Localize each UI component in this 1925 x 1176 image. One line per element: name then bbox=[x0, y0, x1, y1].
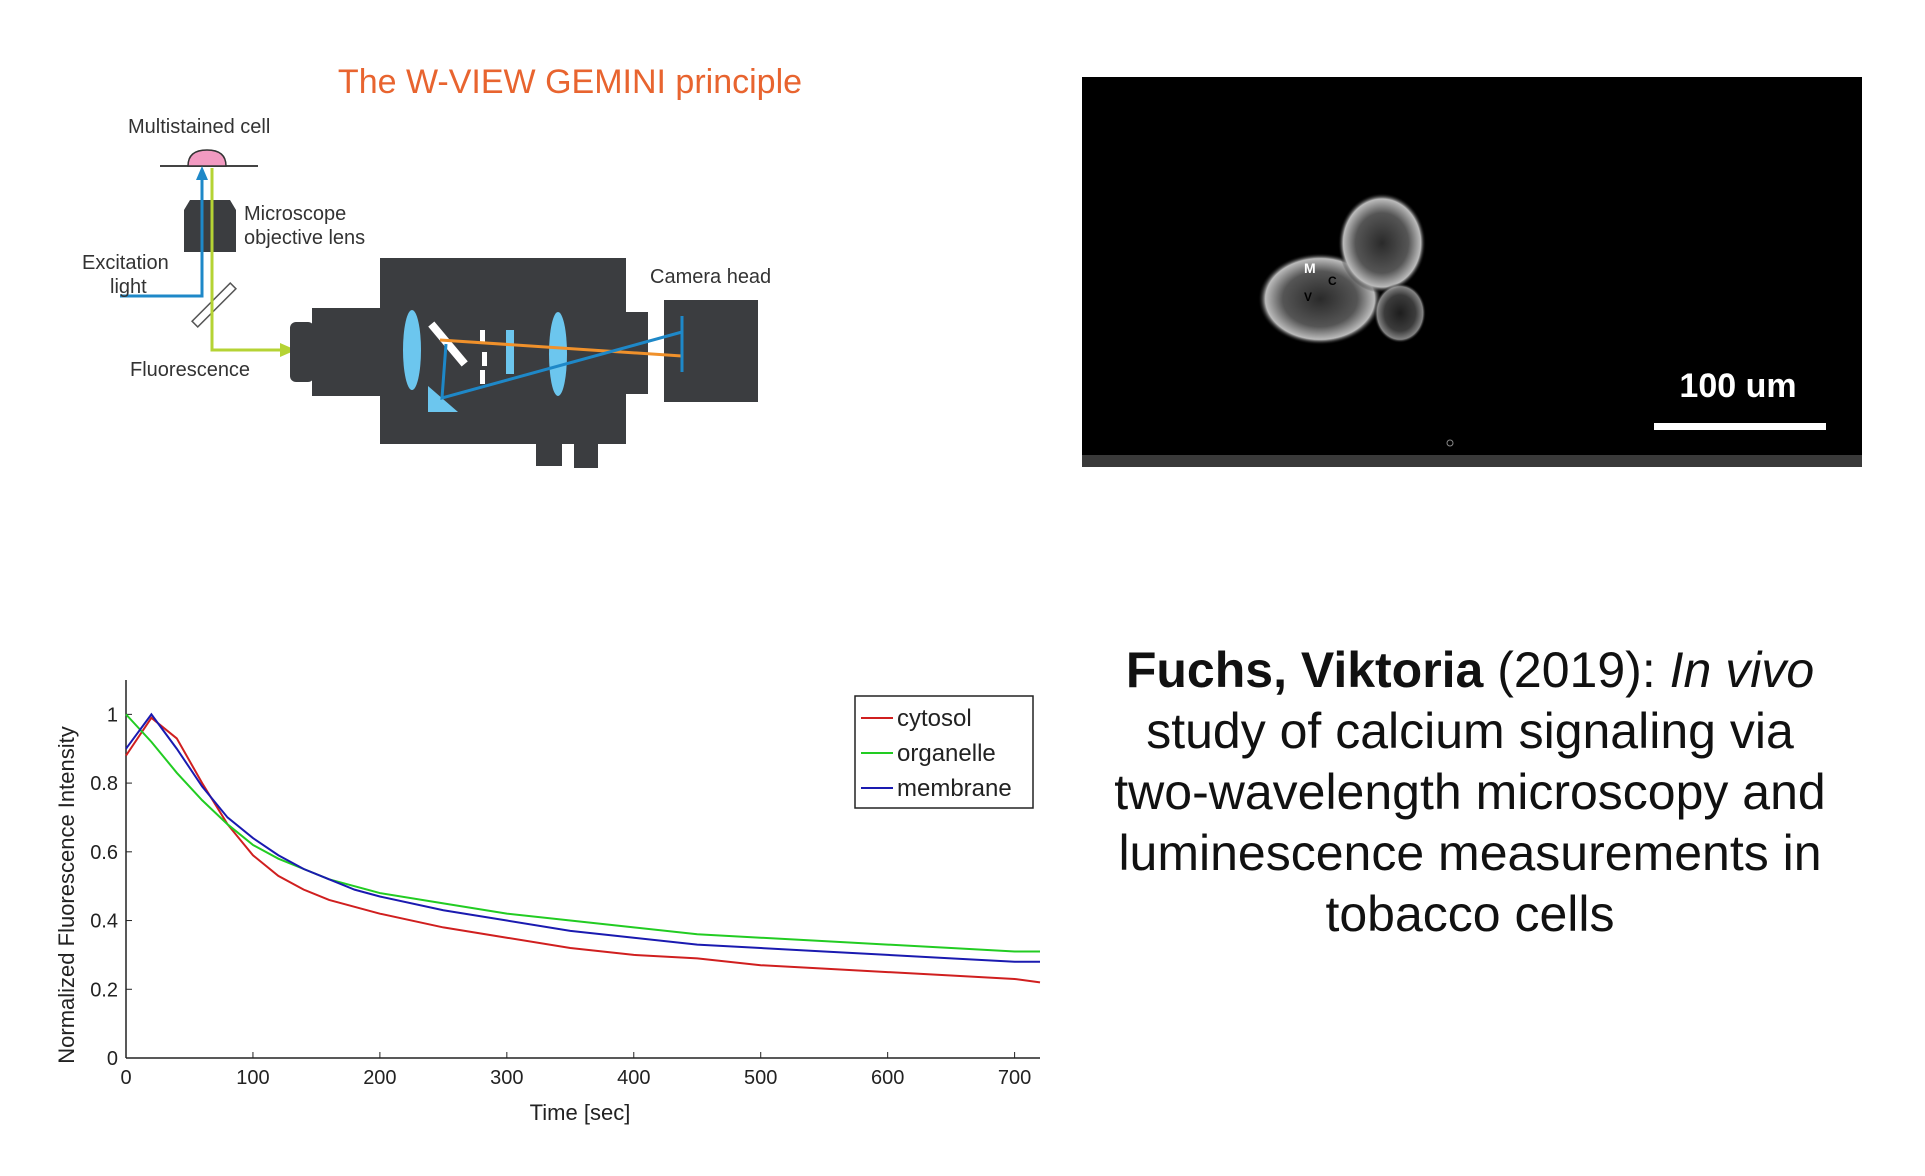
cell-shape bbox=[187, 149, 227, 167]
label-v: V bbox=[1304, 290, 1312, 304]
filter-2 bbox=[482, 352, 487, 366]
citation-year: (2019): bbox=[1497, 642, 1670, 698]
y-tick-label: 0.8 bbox=[90, 773, 118, 795]
adapter-front-cap bbox=[290, 322, 314, 382]
chart-axes: 0 100 200 300 400 500 600 700 0 0.2 0.4 0.6 0.8 1 bbox=[90, 680, 1040, 1089]
y-tick-label: 0.6 bbox=[90, 842, 118, 864]
w-view-gemini-diagram: The W-VIEW GEMINI principle Multistained… bbox=[82, 63, 802, 468]
dichroic-mirror bbox=[191, 282, 237, 328]
x-tick-label: 200 bbox=[363, 1067, 396, 1089]
beam-splitter bbox=[428, 321, 468, 367]
excitation-beam bbox=[120, 176, 204, 298]
label-c: C bbox=[1328, 274, 1337, 288]
fluorescence-beam bbox=[210, 168, 282, 352]
x-tick-label: 600 bbox=[871, 1067, 904, 1089]
adapter-foot-left bbox=[536, 444, 562, 466]
camera-head bbox=[664, 300, 758, 402]
fluorescence-chart: 0 100 200 300 400 500 600 700 0 0.2 0.4 0.6 0.8 1 cyt… bbox=[54, 680, 1041, 1125]
filter-3 bbox=[480, 370, 485, 384]
series-line-cytosol bbox=[125, 716, 1041, 984]
chart-legend: cytosol organelle membrane bbox=[854, 695, 1034, 809]
label-excitation-2: light bbox=[110, 276, 147, 298]
diagram-title: The W-VIEW GEMINI principle bbox=[338, 63, 802, 101]
lens-1 bbox=[403, 310, 421, 390]
adapter-foot-right bbox=[574, 444, 598, 468]
citation-author: Fuchs, Viktoria bbox=[1125, 642, 1484, 698]
cell-right bbox=[1374, 283, 1426, 343]
x-tick-label: 100 bbox=[236, 1067, 269, 1089]
y-tick-label: 0.4 bbox=[90, 911, 118, 933]
citation-title-italic-2: vivo bbox=[1725, 642, 1815, 698]
y-axis-label: Normalized Fluorescence Intensity bbox=[54, 726, 79, 1063]
x-tick-label: 700 bbox=[998, 1067, 1031, 1089]
objective-lens bbox=[184, 200, 236, 252]
x-tick-label: 0 bbox=[120, 1067, 131, 1089]
citation: Fuchs, Viktoria (2019): In vivo study of… bbox=[1110, 640, 1830, 945]
label-excitation-1: Excitation bbox=[82, 252, 169, 274]
micrograph-bottom-border bbox=[1082, 455, 1862, 467]
filter-1 bbox=[480, 330, 485, 344]
legend-label-membrane: membrane bbox=[897, 775, 1012, 802]
scale-bar-label: 100 um bbox=[1679, 367, 1796, 405]
micrograph-dot bbox=[1446, 439, 1454, 447]
excitation-arrowhead bbox=[196, 166, 208, 180]
x-tick-label: 300 bbox=[490, 1067, 523, 1089]
scale-bar bbox=[1654, 423, 1826, 430]
citation-title-rest: study of calcium signaling via two-wavel… bbox=[1114, 703, 1826, 942]
x-tick-label: 500 bbox=[744, 1067, 777, 1089]
legend-label-cytosol: cytosol bbox=[897, 705, 972, 732]
chart-lines bbox=[125, 712, 1041, 984]
label-objective-2: objective lens bbox=[244, 227, 365, 249]
series-line-membrane bbox=[125, 712, 1040, 963]
orange-beam bbox=[439, 338, 683, 358]
filter-blue bbox=[506, 330, 514, 374]
series-line-organelle bbox=[125, 713, 1040, 953]
x-axis-label: Time [sec] bbox=[530, 1100, 631, 1125]
x-tick-label: 400 bbox=[617, 1067, 650, 1089]
micrograph-background bbox=[1082, 77, 1862, 455]
y-tick-label: 0.2 bbox=[90, 979, 118, 1001]
fluorescence-arrowhead bbox=[280, 343, 296, 357]
label-fluorescence: Fluorescence bbox=[130, 359, 250, 381]
blue-beam bbox=[440, 330, 683, 401]
citation-title-italic-1: In bbox=[1669, 642, 1712, 698]
calcium-micrograph: M C V 100 um bbox=[1082, 77, 1862, 467]
lens-2 bbox=[549, 312, 567, 396]
label-objective-1: Microscope bbox=[244, 203, 346, 225]
label-camera: Camera head bbox=[650, 266, 771, 288]
y-tick-label: 1 bbox=[107, 704, 118, 726]
y-tick-label: 0 bbox=[107, 1048, 118, 1070]
cell-upper bbox=[1338, 193, 1426, 293]
label-cell: Multistained cell bbox=[128, 116, 270, 138]
label-m: M bbox=[1304, 260, 1316, 276]
adapter-front-tube bbox=[312, 308, 382, 396]
legend-label-organelle: organelle bbox=[897, 740, 996, 767]
